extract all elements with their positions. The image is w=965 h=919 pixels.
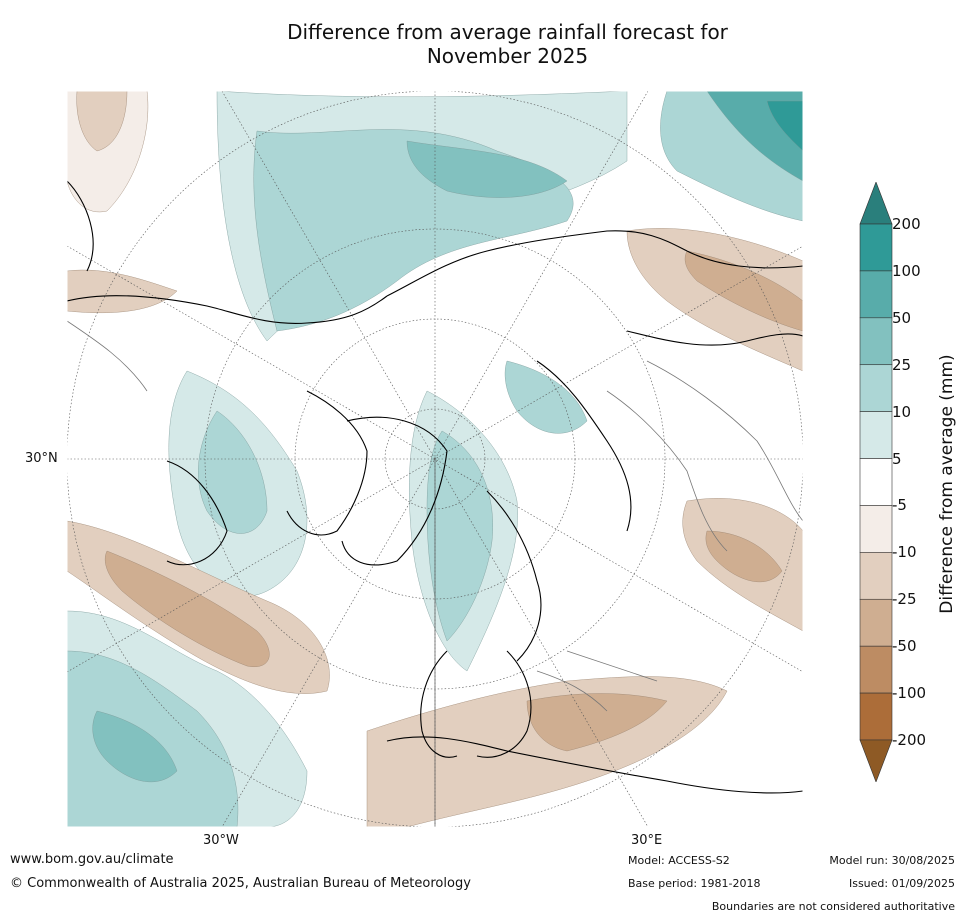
model-text: Model: ACCESS-S2 — [628, 854, 730, 867]
issued-text: Issued: 01/09/2025 — [848, 877, 955, 890]
colorbar-tick-label: -100 — [892, 684, 927, 703]
coastlines — [67, 180, 803, 794]
colorbar-band — [859, 692, 893, 741]
disclaimer-text: Boundaries are not considered authoritat… — [711, 900, 955, 913]
dry-anomaly-regions — [67, 91, 803, 827]
polar-rainfall-map — [67, 91, 803, 827]
longitude-label-30e: 30°E — [631, 833, 663, 848]
colorbar-extend-bottom — [859, 739, 893, 782]
colorbar-tick-label: 100 — [892, 261, 921, 280]
map-svg — [67, 91, 803, 827]
model-run-text: Model run: 30/08/2025 — [829, 854, 955, 867]
colorbar-band — [859, 505, 893, 553]
colorbar-band — [859, 411, 893, 459]
colorbar-tick-label: -50 — [892, 637, 917, 656]
colorbar-label: Difference from average (mm) — [937, 354, 957, 614]
colorbar-band — [859, 458, 893, 506]
colorbar-tick-label: -200 — [892, 731, 927, 749]
latitude-label-30n: 30°N — [25, 451, 58, 466]
country-borders — [67, 320, 803, 712]
colorbar-band — [859, 552, 893, 600]
colorbar — [859, 182, 893, 782]
colorbar-band — [859, 645, 893, 694]
title-line-2: November 2025 — [426, 44, 589, 68]
colorbar-band — [859, 270, 893, 319]
colorbar-band — [859, 364, 893, 412]
website-text: www.bom.gov.au/climate — [10, 852, 174, 867]
colorbar-tick-label: -5 — [892, 496, 907, 515]
colorbar-tick-label: 50 — [892, 308, 912, 327]
colorbar-tick-label: -25 — [892, 590, 917, 609]
colorbar-extend-top — [859, 182, 893, 225]
colorbar-tick-label: 5 — [892, 449, 902, 468]
colorbar-band — [859, 223, 893, 272]
base-period-text: Base period: 1981-2018 — [628, 877, 761, 890]
colorbar-band — [859, 598, 893, 647]
longitude-label-30w: 30°W — [203, 833, 239, 848]
colorbar-tick-label: 200 — [892, 215, 921, 233]
colorbar-tick-label: 25 — [892, 355, 912, 374]
title-line-1: Difference from average rainfall forecas… — [287, 20, 728, 44]
chart-title: Difference from average rainfall forecas… — [0, 20, 965, 68]
colorbar-band — [859, 317, 893, 366]
colorbar-tick-label: 10 — [892, 402, 912, 421]
copyright-text: © Commonwealth of Australia 2025, Austra… — [10, 876, 471, 891]
colorbar-tick-label: -10 — [892, 543, 917, 562]
